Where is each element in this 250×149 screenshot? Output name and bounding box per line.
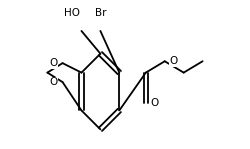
Text: O: O (150, 98, 159, 108)
Text: O: O (170, 56, 178, 66)
Text: O: O (50, 77, 58, 87)
Text: HO: HO (64, 8, 80, 18)
Text: Br: Br (95, 8, 106, 18)
Text: O: O (50, 58, 58, 68)
